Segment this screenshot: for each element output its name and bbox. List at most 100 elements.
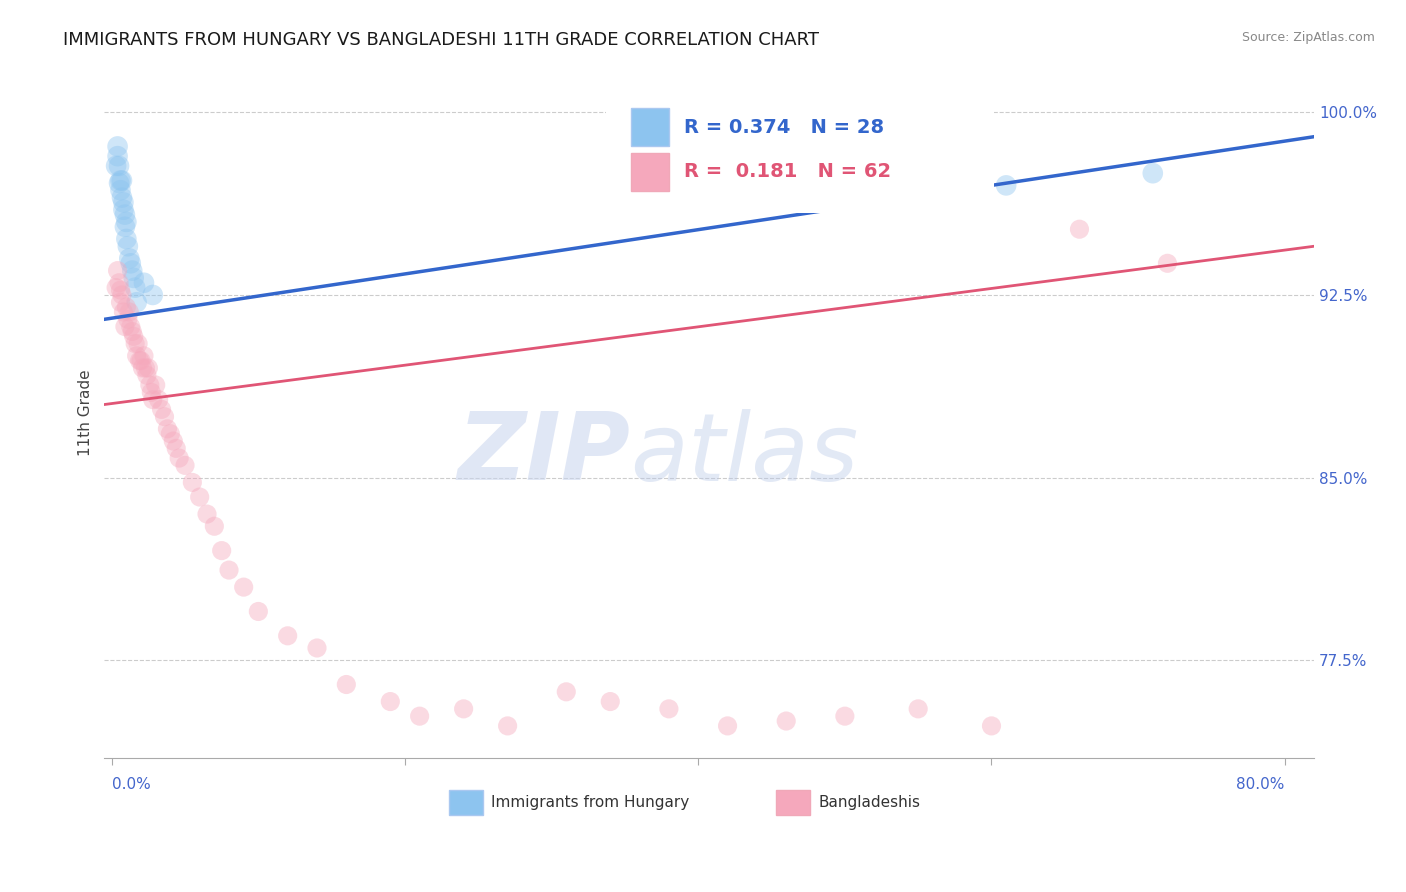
- Text: 80.0%: 80.0%: [1236, 777, 1285, 792]
- Point: [122, 271, 145, 285]
- FancyBboxPatch shape: [449, 790, 484, 814]
- Point: [232, 580, 254, 594]
- Point: [108, 159, 131, 173]
- Point: [139, 378, 162, 392]
- Point: [122, 329, 145, 343]
- Point: [496, 719, 519, 733]
- Point: [995, 178, 1018, 193]
- Point: [107, 263, 129, 277]
- Point: [114, 219, 136, 234]
- Point: [112, 202, 135, 217]
- Point: [218, 563, 240, 577]
- Point: [156, 422, 179, 436]
- Point: [1156, 256, 1178, 270]
- Point: [114, 208, 136, 222]
- Point: [658, 702, 681, 716]
- Point: [599, 694, 621, 708]
- Point: [120, 256, 142, 270]
- Point: [138, 361, 160, 376]
- Point: [135, 368, 157, 383]
- Point: [111, 173, 134, 187]
- Point: [117, 312, 139, 326]
- Point: [148, 392, 170, 407]
- Point: [247, 605, 270, 619]
- Point: [125, 295, 148, 310]
- Point: [181, 475, 204, 490]
- Point: [142, 288, 165, 302]
- Point: [834, 709, 856, 723]
- Point: [108, 276, 131, 290]
- Point: [124, 336, 146, 351]
- Point: [129, 353, 152, 368]
- Point: [127, 336, 149, 351]
- Point: [112, 195, 135, 210]
- Point: [716, 719, 738, 733]
- Text: 0.0%: 0.0%: [111, 777, 150, 792]
- Point: [108, 176, 131, 190]
- Point: [142, 392, 165, 407]
- Point: [277, 629, 299, 643]
- Point: [110, 283, 132, 297]
- Point: [111, 190, 134, 204]
- Point: [128, 353, 150, 368]
- Point: [115, 232, 138, 246]
- Point: [141, 385, 163, 400]
- Point: [305, 640, 328, 655]
- Point: [107, 149, 129, 163]
- Point: [1069, 222, 1091, 236]
- Point: [121, 325, 143, 339]
- Point: [188, 490, 211, 504]
- Point: [120, 319, 142, 334]
- Text: IMMIGRANTS FROM HUNGARY VS BANGLADESHI 11TH GRADE CORRELATION CHART: IMMIGRANTS FROM HUNGARY VS BANGLADESHI 1…: [63, 31, 820, 49]
- Point: [174, 458, 197, 473]
- Point: [167, 451, 190, 466]
- Point: [145, 378, 167, 392]
- Text: Bangladeshis: Bangladeshis: [818, 795, 920, 810]
- Point: [110, 295, 132, 310]
- Point: [335, 677, 357, 691]
- Point: [115, 215, 138, 229]
- FancyBboxPatch shape: [776, 790, 810, 814]
- Point: [162, 434, 184, 448]
- Point: [107, 139, 129, 153]
- Point: [110, 173, 132, 187]
- Point: [105, 280, 128, 294]
- Point: [195, 507, 218, 521]
- Point: [117, 239, 139, 253]
- Point: [112, 305, 135, 319]
- Point: [132, 276, 155, 290]
- Point: [863, 173, 886, 187]
- FancyBboxPatch shape: [606, 89, 994, 213]
- Point: [202, 519, 225, 533]
- Point: [110, 183, 132, 197]
- Point: [153, 409, 176, 424]
- Point: [775, 714, 797, 728]
- FancyBboxPatch shape: [631, 108, 669, 146]
- Point: [672, 154, 695, 169]
- Text: atlas: atlas: [631, 409, 859, 500]
- Y-axis label: 11th Grade: 11th Grade: [79, 369, 93, 457]
- Point: [134, 361, 156, 376]
- Point: [125, 349, 148, 363]
- Point: [105, 159, 128, 173]
- Point: [980, 719, 1002, 733]
- Point: [211, 543, 233, 558]
- Text: Immigrants from Hungary: Immigrants from Hungary: [492, 795, 690, 810]
- Point: [150, 402, 173, 417]
- Point: [380, 694, 402, 708]
- Point: [111, 288, 134, 302]
- Point: [121, 263, 143, 277]
- Point: [132, 349, 155, 363]
- Point: [114, 319, 136, 334]
- Point: [124, 280, 146, 294]
- Text: R =  0.181   N = 62: R = 0.181 N = 62: [683, 162, 891, 181]
- Text: ZIP: ZIP: [458, 409, 631, 500]
- Text: Source: ZipAtlas.com: Source: ZipAtlas.com: [1241, 31, 1375, 45]
- Point: [131, 361, 153, 376]
- Point: [408, 709, 430, 723]
- Point: [118, 305, 141, 319]
- Point: [1142, 166, 1164, 180]
- Point: [165, 442, 187, 456]
- FancyBboxPatch shape: [631, 153, 669, 191]
- Point: [159, 426, 181, 441]
